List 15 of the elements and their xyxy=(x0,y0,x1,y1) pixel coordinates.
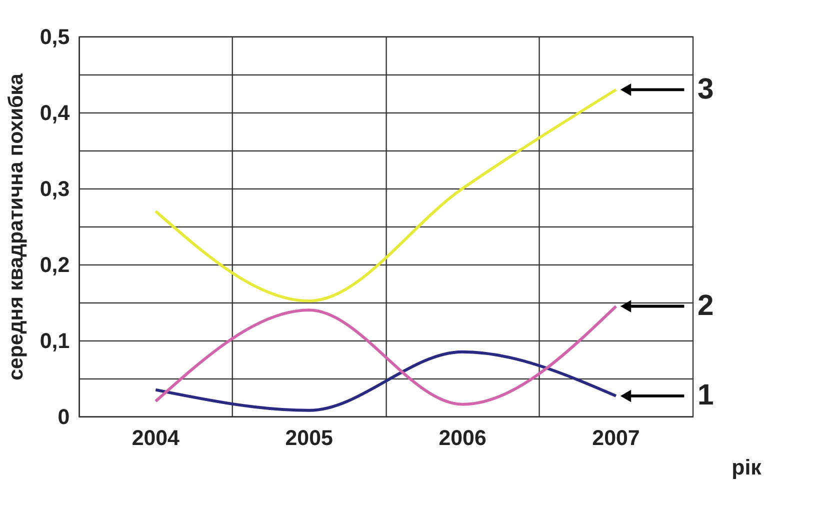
annotation: 1 xyxy=(698,380,714,412)
x-tick-label: 2005 xyxy=(285,426,334,450)
y-tick-label: 0,4 xyxy=(40,100,70,125)
y-tick-label: 0,3 xyxy=(40,176,70,201)
x-tick-label: 2004 xyxy=(132,426,180,450)
x-tick-label: 2007 xyxy=(592,426,640,450)
y-tick-label: 0,2 xyxy=(40,252,70,277)
y-tick-label: 0,5 xyxy=(40,24,70,49)
annotation: 2 xyxy=(698,290,714,322)
annotation: 3 xyxy=(698,73,714,106)
x-axis-title: рік xyxy=(732,455,762,480)
y-axis-title: середня квадратична похибка xyxy=(4,72,28,380)
x-tick-label: 2006 xyxy=(438,426,486,450)
y-tick-label: 0 xyxy=(58,404,70,429)
y-tick-label: 0,1 xyxy=(40,328,70,353)
